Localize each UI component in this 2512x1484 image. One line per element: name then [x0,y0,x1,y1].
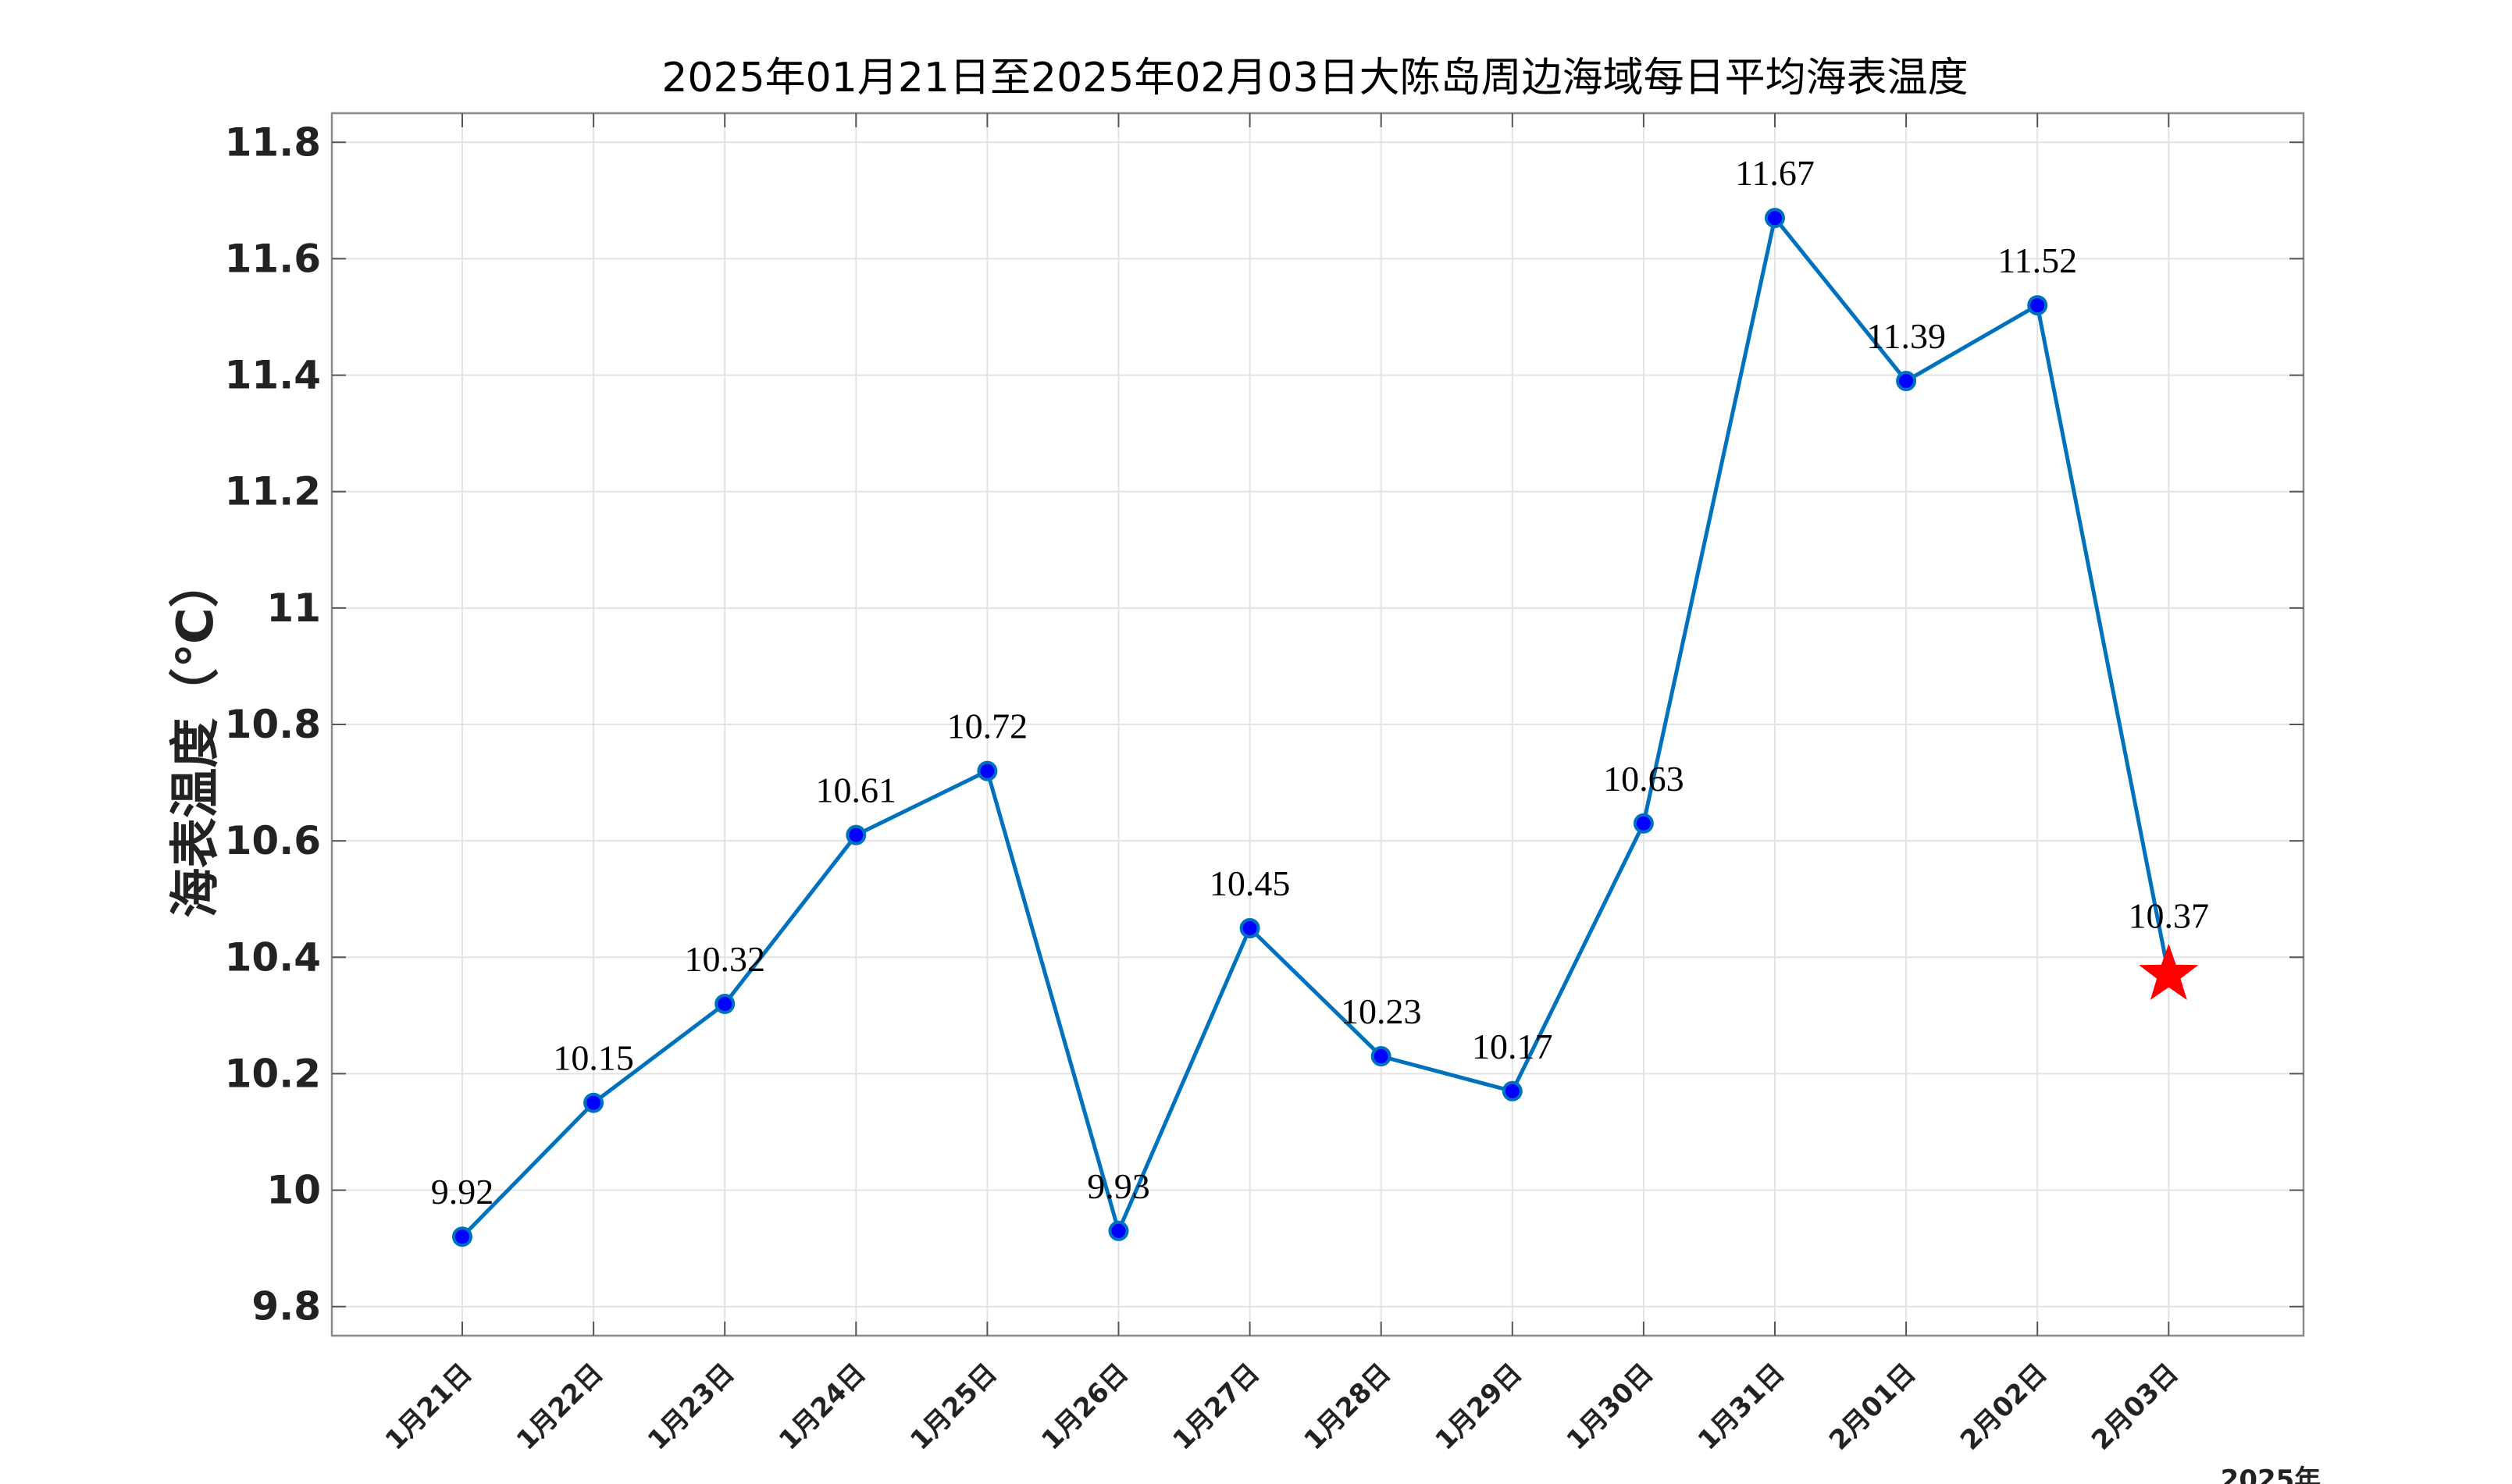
data-point [846,824,867,845]
y-tick-label: 10.6 [225,818,321,863]
x-tick-label: 1月21日 [379,1358,479,1457]
data-labels: 9.92 10.15 10.32 10.61 10.72 9.93 10.45 10.23 10… [431,153,2209,1212]
x-tick-label: 1月26日 [1035,1358,1135,1457]
y-tick-label: 11.6 [225,236,321,281]
y-tick-label: 11 [266,585,321,631]
x-tick-label: 2月01日 [1823,1358,1922,1457]
x-tick-labels: 1月21日 1月22日 1月23日 1月24日 1月25日 1月26日 1月27日 1月28日… [379,1358,2185,1457]
x-axis-year-label: 2025年 [2221,1464,2321,1484]
data-label: 10.23 [1341,991,1422,1031]
data-label: 10.17 [1472,1027,1553,1066]
y-tick-label: 11.4 [225,353,321,398]
data-point [2027,295,2048,316]
data-point [1370,1046,1391,1067]
y-tick-label: 10 [266,1168,321,1213]
y-tick-label: 10.4 [225,934,321,980]
x-tick-label: 1月23日 [642,1358,741,1457]
grid-lines [332,113,2304,1336]
data-label: 10.72 [947,706,1028,746]
x-tick-label: 1月27日 [1167,1358,1266,1457]
x-tick-label: 1月31日 [1692,1358,1791,1457]
data-label: 10.15 [553,1038,634,1078]
data-point [452,1226,472,1247]
data-label: 10.63 [1603,759,1684,799]
data-point [1896,371,1917,392]
x-tick-label: 1月30日 [1561,1358,1660,1457]
y-tick-label: 9.8 [251,1284,321,1329]
data-label: 9.93 [1087,1166,1150,1206]
x-tick-label: 2月02日 [1954,1358,2054,1457]
data-markers [452,208,2199,1247]
y-tick-label: 10.8 [225,702,321,747]
data-label: 10.45 [1210,863,1291,903]
data-label: 10.61 [816,770,897,810]
data-label: 10.37 [2129,896,2210,936]
data-label: 11.52 [1997,240,2077,280]
data-label: 9.92 [431,1172,494,1212]
y-tick-label: 10.2 [225,1051,321,1096]
data-point [1239,918,1260,938]
data-point [977,760,998,781]
star-marker [2139,943,2199,1000]
y-tick-label: 11.8 [225,119,321,165]
series-line [461,215,2171,1238]
y-axis-label: 海表温度（℃） [167,557,225,918]
x-tick-label: 1月24日 [773,1358,872,1457]
axis-ticks [332,113,2304,1336]
data-point [714,993,736,1014]
data-point [583,1092,604,1113]
data-point [1765,208,1785,229]
x-tick-label: 1月22日 [511,1358,610,1457]
data-point [1502,1080,1523,1101]
x-tick-label: 1月25日 [904,1358,1003,1457]
x-tick-label: 1月28日 [1299,1358,1398,1457]
data-label: 10.32 [684,939,765,979]
data-label: 11.39 [1866,316,1946,356]
x-tick-label: 2月03日 [2086,1358,2185,1457]
y-tick-labels: 9.8 10 10.2 10.4 10.6 10.8 11 11.2 11.4 11.6 11.8 [225,119,321,1329]
chart-title: 2025年01月21日至2025年02月03日大陈岛周边海域每日平均海表温度 [661,55,1968,101]
data-point [1633,813,1654,834]
x-tick-label: 1月29日 [1430,1358,1529,1457]
data-point [1108,1220,1129,1241]
data-label: 11.67 [1735,153,1815,193]
y-tick-label: 11.2 [225,469,321,514]
